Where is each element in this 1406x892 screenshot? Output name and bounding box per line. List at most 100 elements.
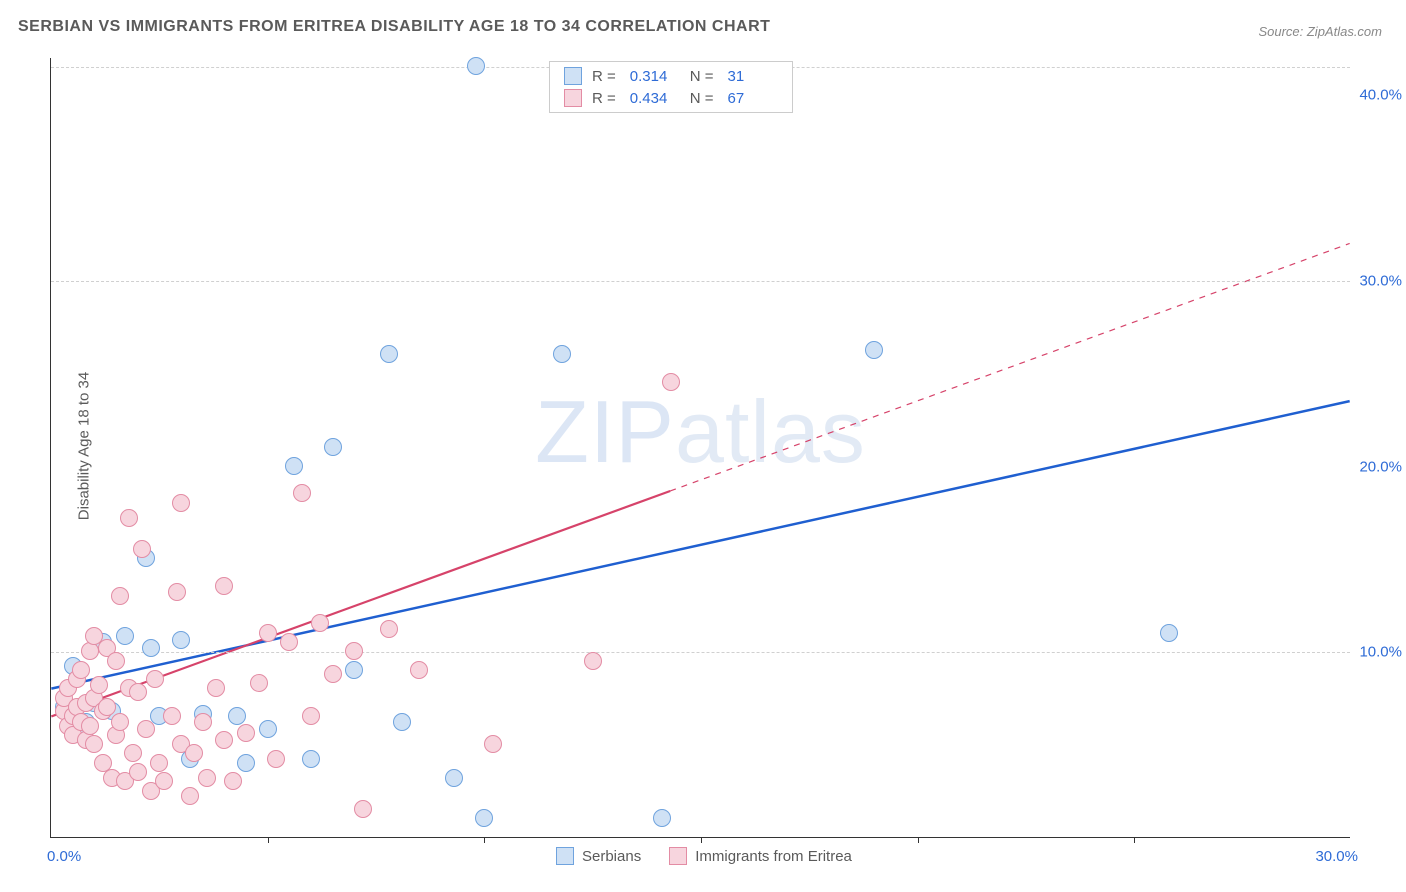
scatter-point [129,683,147,701]
scatter-point [259,720,277,738]
scatter-point [584,652,602,670]
scatter-point [259,624,277,642]
scatter-point [267,750,285,768]
y-tick-label: 30.0% [1359,272,1402,289]
scatter-point [324,665,342,683]
x-tick-label: 0.0% [47,848,81,865]
gridline [51,652,1350,653]
scatter-point [172,494,190,512]
series-legend: Serbians Immigrants from Eritrea [556,847,852,865]
scatter-point [124,744,142,762]
legend-n-label: N = [690,68,714,85]
scatter-point [181,787,199,805]
watermark-bold: ZIP [535,382,675,481]
scatter-point [380,620,398,638]
legend-series-name: Serbians [582,848,641,865]
legend-n-value: 67 [728,90,778,107]
scatter-point [345,642,363,660]
scatter-point [250,674,268,692]
scatter-point [653,809,671,827]
x-tick [1134,837,1135,843]
scatter-point [215,577,233,595]
scatter-point [172,631,190,649]
scatter-point [81,717,99,735]
scatter-point [467,57,485,75]
source-prefix: Source: [1258,24,1306,39]
scatter-point [207,679,225,697]
scatter-point [215,731,233,749]
legend-swatch [556,847,574,865]
scatter-point [111,713,129,731]
scatter-point [116,627,134,645]
scatter-point [380,345,398,363]
scatter-point [137,720,155,738]
scatter-point [285,457,303,475]
scatter-point [484,735,502,753]
legend-series-name: Immigrants from Eritrea [695,848,852,865]
scatter-point [445,769,463,787]
scatter-point [111,587,129,605]
scatter-point [142,639,160,657]
watermark: ZIPatlas [535,381,866,483]
legend-item: Serbians [556,847,641,865]
source-link[interactable]: ZipAtlas.com [1307,24,1382,39]
x-tick [918,837,919,843]
x-tick [484,837,485,843]
y-tick-label: 40.0% [1359,87,1402,104]
scatter-point [393,713,411,731]
scatter-point [345,661,363,679]
scatter-point [120,509,138,527]
source-label: Source: ZipAtlas.com [1258,24,1382,39]
y-tick-label: 20.0% [1359,458,1402,475]
scatter-point [198,769,216,787]
scatter-point [410,661,428,679]
scatter-point [280,633,298,651]
scatter-point [146,670,164,688]
scatter-point [324,438,342,456]
legend-row: R =0.314N =31 [550,65,792,87]
legend-row: R = 0.434 N = 67 [550,87,792,109]
scatter-point [302,707,320,725]
scatter-point [163,707,181,725]
trend-lines-svg [51,58,1350,837]
x-tick [701,837,702,843]
legend-item: Immigrants from Eritrea [669,847,852,865]
scatter-point [133,540,151,558]
x-tick-label: 30.0% [1315,848,1358,865]
watermark-thin: atlas [675,382,866,481]
scatter-point [224,772,242,790]
scatter-point [168,583,186,601]
scatter-point [475,809,493,827]
legend-r-label: R = [592,68,616,85]
scatter-point [194,713,212,731]
scatter-point [185,744,203,762]
legend-n-label: N = [690,90,714,107]
chart-plot-area: ZIPatlas 10.0%20.0%30.0%40.0%0.0%30.0%R … [50,58,1350,838]
scatter-point [129,763,147,781]
scatter-point [107,652,125,670]
legend-r-value: 0.434 [630,90,680,107]
chart-title: SERBIAN VS IMMIGRANTS FROM ERITREA DISAB… [18,18,770,36]
correlation-legend: R =0.314N =31R =0.434N =67 [549,61,793,113]
scatter-point [302,750,320,768]
y-tick-label: 10.0% [1359,644,1402,661]
scatter-point [150,754,168,772]
scatter-point [85,735,103,753]
legend-swatch [564,89,582,107]
scatter-point [237,754,255,772]
x-tick [268,837,269,843]
scatter-point [354,800,372,818]
legend-r-label: R = [592,90,616,107]
gridline [51,281,1350,282]
scatter-point [228,707,246,725]
legend-n-value: 31 [728,68,778,85]
scatter-point [98,698,116,716]
scatter-point [90,676,108,694]
scatter-point [155,772,173,790]
scatter-point [237,724,255,742]
scatter-point [553,345,571,363]
scatter-point [662,373,680,391]
scatter-point [865,341,883,359]
scatter-point [1160,624,1178,642]
legend-swatch [669,847,687,865]
